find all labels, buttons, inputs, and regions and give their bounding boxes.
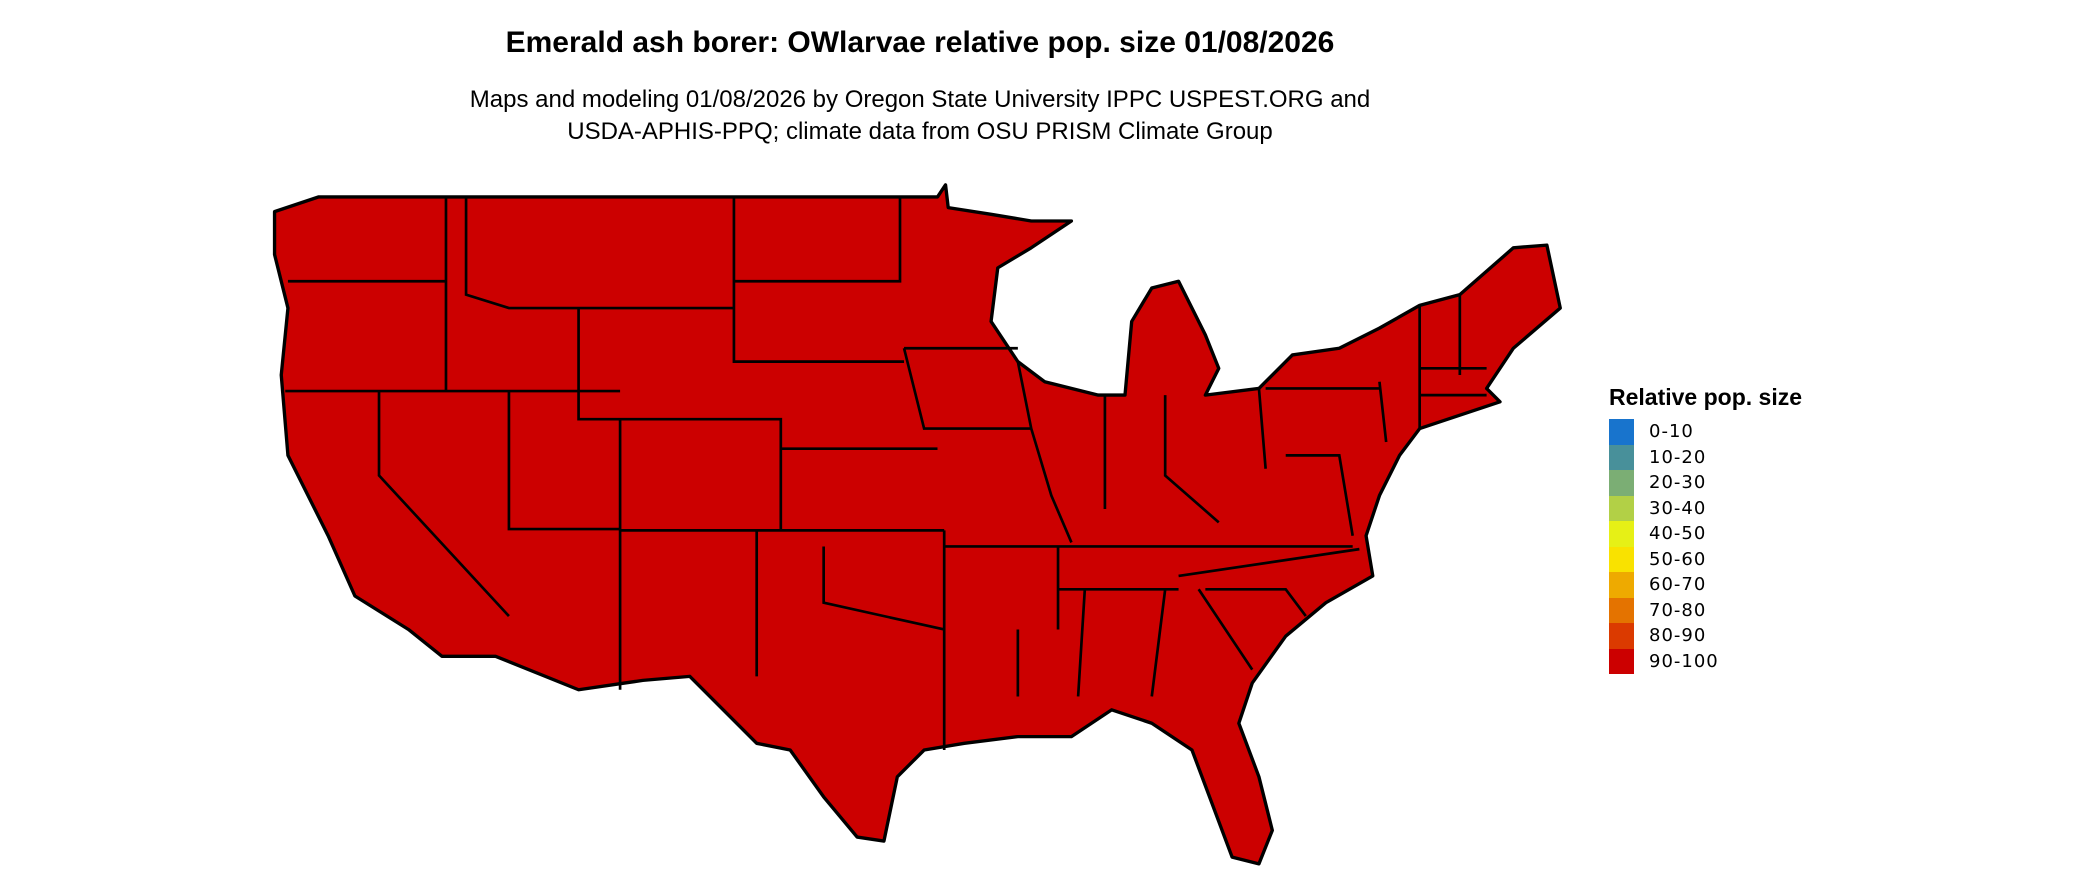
legend-swatch bbox=[1609, 495, 1634, 521]
legend-item: 40-50 bbox=[1609, 521, 1802, 547]
legend-swatch bbox=[1609, 444, 1634, 470]
legend-label: 40-50 bbox=[1649, 523, 1707, 545]
legend-item: 0-10 bbox=[1609, 419, 1802, 445]
map-title: Emerald ash borer: OWlarvae relative pop… bbox=[505, 26, 1335, 59]
legend-label: 0-10 bbox=[1649, 421, 1694, 443]
legend-item: 60-70 bbox=[1609, 572, 1802, 598]
legend-label: 50-60 bbox=[1649, 548, 1707, 570]
legend: Relative pop. size 0-10 10-20 20-30 30-40 40… bbox=[1609, 384, 1802, 674]
legend-swatch bbox=[1609, 470, 1634, 496]
legend-item: 30-40 bbox=[1609, 495, 1802, 521]
legend-swatch bbox=[1609, 597, 1634, 623]
legend-item: 50-60 bbox=[1609, 546, 1802, 572]
legend-label: 90-100 bbox=[1649, 650, 1719, 672]
legend-label: 10-20 bbox=[1649, 446, 1707, 468]
legend-title: Relative pop. size bbox=[1609, 384, 1803, 410]
legend-swatch bbox=[1609, 623, 1634, 649]
legend-item: 80-90 bbox=[1609, 623, 1802, 649]
legend-swatch bbox=[1609, 648, 1634, 674]
legend-label: 80-90 bbox=[1649, 625, 1707, 647]
map-subtitle: Maps and modeling 01/08/2026 by Oregon S… bbox=[0, 84, 1840, 148]
legend-label: 30-40 bbox=[1649, 497, 1707, 519]
legend-swatch bbox=[1609, 521, 1634, 547]
legend-label: 60-70 bbox=[1649, 574, 1707, 596]
legend-swatch bbox=[1609, 419, 1634, 445]
legend-swatch bbox=[1609, 546, 1634, 572]
us-outline bbox=[272, 183, 1562, 866]
state-borders bbox=[285, 196, 1487, 751]
legend-item: 90-100 bbox=[1609, 648, 1802, 674]
subtitle-line-2: USDA-APHIS-PPQ; climate data from OSU PR… bbox=[567, 118, 1273, 145]
legend-item: 20-30 bbox=[1609, 470, 1802, 496]
legend-item: 10-20 bbox=[1609, 444, 1802, 470]
legend-item: 70-80 bbox=[1609, 597, 1802, 623]
legend-label: 20-30 bbox=[1649, 472, 1707, 494]
legend-label: 70-80 bbox=[1649, 599, 1707, 621]
legend-swatch bbox=[1609, 572, 1634, 598]
subtitle-line-1: Maps and modeling 01/08/2026 by Oregon S… bbox=[469, 86, 1371, 113]
